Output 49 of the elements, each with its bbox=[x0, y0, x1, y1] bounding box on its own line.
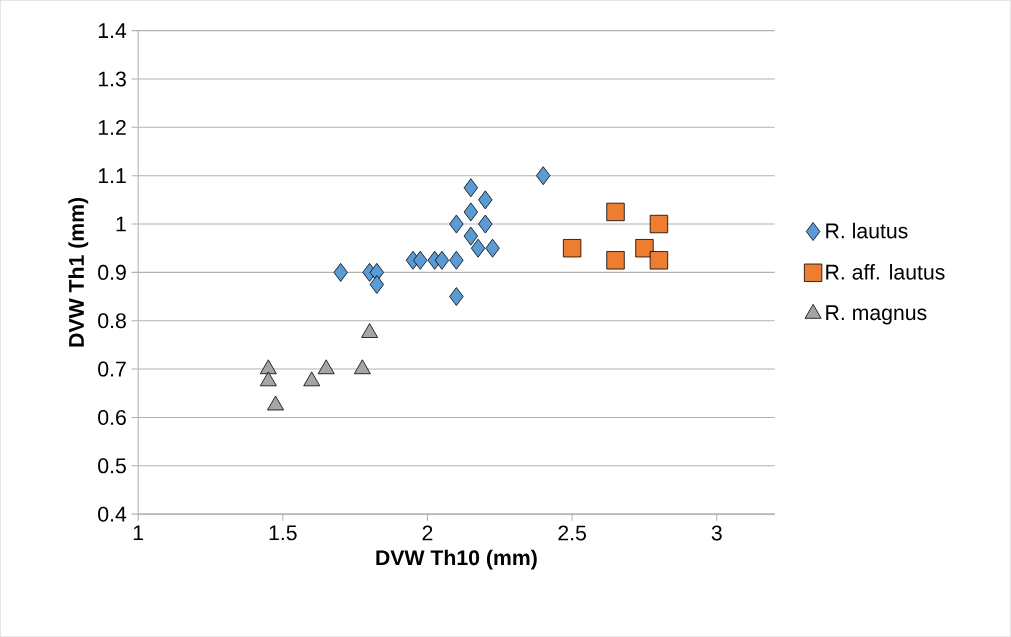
legend-label: R. lautus bbox=[826, 222, 908, 239]
point bbox=[649, 214, 669, 234]
y-tick-label: 1.2 bbox=[98, 119, 126, 135]
point bbox=[333, 262, 348, 282]
point bbox=[478, 214, 493, 234]
y-axis-title: DVW Th1 (mm) bbox=[68, 197, 89, 347]
point bbox=[449, 287, 464, 306]
y-tick-label: 0.9 bbox=[98, 264, 126, 280]
point bbox=[562, 238, 582, 258]
y-tick-label: 0.4 bbox=[98, 506, 127, 522]
y-tick-label: 0.8 bbox=[98, 313, 126, 329]
x-tick-label: 3 bbox=[711, 525, 722, 541]
point bbox=[413, 250, 428, 270]
point bbox=[267, 395, 285, 411]
point bbox=[449, 250, 464, 270]
y-tick-label: 1 bbox=[116, 216, 126, 232]
y-tick-label: 0.6 bbox=[98, 409, 126, 425]
y-tick-label: 1.1 bbox=[98, 168, 126, 183]
y-tick-label: 0.7 bbox=[98, 361, 126, 377]
y-tick-label: 0.5 bbox=[98, 458, 126, 474]
point bbox=[485, 238, 500, 258]
point bbox=[649, 251, 669, 270]
point bbox=[463, 178, 479, 198]
point bbox=[361, 323, 379, 338]
x-tick-label: 2 bbox=[422, 525, 433, 541]
point bbox=[536, 166, 551, 186]
point bbox=[259, 359, 277, 375]
point bbox=[463, 226, 479, 246]
y-tick-label: 1.3 bbox=[98, 71, 126, 87]
point bbox=[463, 202, 479, 222]
point bbox=[470, 238, 486, 258]
point bbox=[635, 238, 654, 258]
point bbox=[478, 190, 493, 210]
point bbox=[303, 371, 321, 387]
legend-label: R. magnus bbox=[826, 305, 927, 325]
point bbox=[369, 274, 385, 294]
x-axis-title: DVW Th10 (mm) bbox=[376, 549, 537, 570]
point bbox=[259, 371, 277, 387]
y-tick-label: 1.4 bbox=[98, 23, 127, 38]
point bbox=[449, 214, 464, 234]
point bbox=[606, 251, 625, 270]
x-tick-label: 1.5 bbox=[269, 525, 297, 541]
legend-label: R. aff. lautus bbox=[826, 264, 945, 280]
x-tick-label: 1 bbox=[133, 525, 144, 540]
point bbox=[317, 359, 335, 375]
point bbox=[434, 250, 450, 270]
x-tick-label: 2.5 bbox=[558, 525, 586, 541]
point bbox=[353, 359, 371, 375]
point bbox=[606, 202, 625, 222]
